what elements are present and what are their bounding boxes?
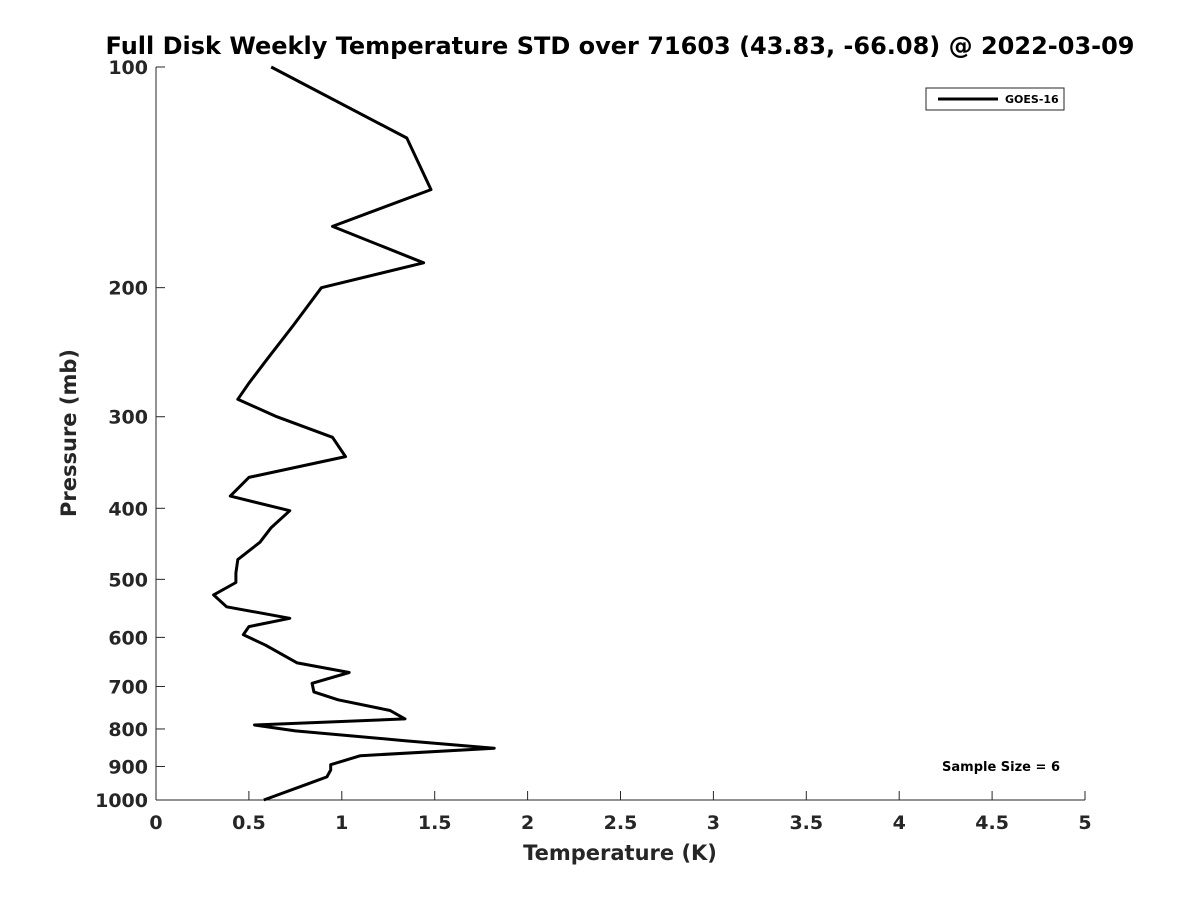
y-tick-label: 500	[108, 569, 148, 591]
plot-area: 0 0.5 1 1.5 2 2.5 3 3.5 4 4.5 5 100 200 300 400 500 600…	[95, 57, 1092, 834]
legend-label-goes-16: GOES-16	[1005, 93, 1059, 106]
y-tick-label: 200	[108, 278, 148, 300]
x-tick-label: 2.5	[604, 812, 638, 834]
y-tick-label: 900	[108, 756, 148, 778]
x-tick-label: 4	[893, 812, 906, 834]
legend: GOES-16	[925, 87, 1065, 111]
x-tick-label: 4.5	[975, 812, 1009, 834]
x-tick-label: 0	[149, 812, 162, 834]
y-tick-label: 700	[108, 676, 148, 698]
x-tick-label: 5	[1078, 812, 1091, 834]
x-tick-label: 1.5	[418, 812, 452, 834]
x-tick-label: 1	[335, 812, 348, 834]
y-tick-label: 800	[108, 719, 148, 741]
x-axis-label: Temperature (K)	[523, 841, 717, 865]
y-tick-label: 600	[108, 627, 148, 649]
x-tick-label: 2	[521, 812, 534, 834]
y-tick-label: 300	[108, 407, 148, 429]
chart-title: Full Disk Weekly Temperature STD over 71…	[106, 32, 1135, 60]
x-axis-ticks: 0 0.5 1 1.5 2 2.5 3 3.5 4 4.5 5	[149, 791, 1092, 834]
x-tick-label: 3.5	[789, 812, 823, 834]
y-tick-label: 1000	[95, 790, 148, 812]
sample-size-annotation: Sample Size = 6	[942, 760, 1060, 775]
y-tick-label: 100	[108, 57, 148, 79]
x-tick-label: 3	[707, 812, 720, 834]
y-tick-label: 400	[108, 498, 148, 520]
series-line-goes-16	[212, 65, 496, 802]
x-tick-label: 0.5	[232, 812, 266, 834]
y-axis-ticks: 100 200 300 400 500 600 700 800 900 1000	[95, 57, 165, 812]
y-axis-label: Pressure (mb)	[57, 349, 81, 517]
